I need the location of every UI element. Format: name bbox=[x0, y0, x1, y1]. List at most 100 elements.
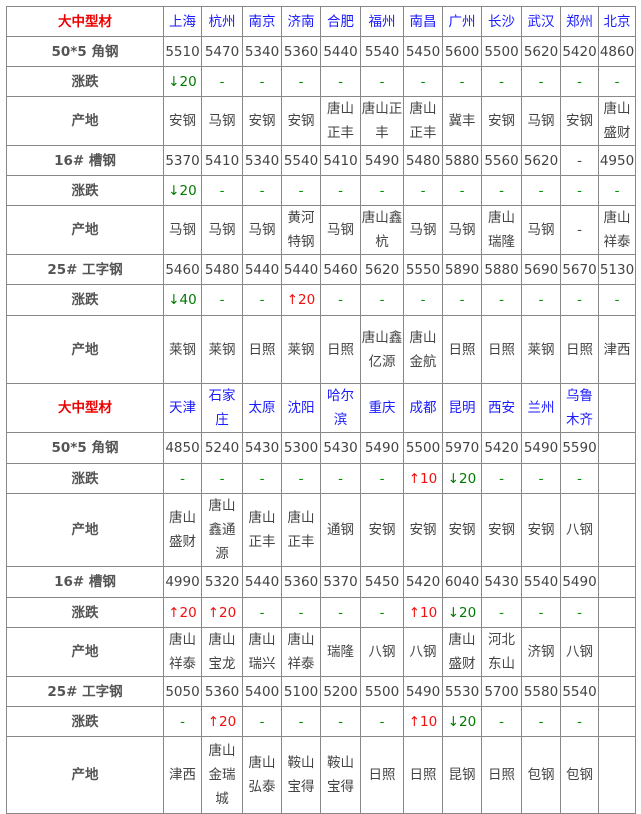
price-cell: 5430 bbox=[242, 432, 282, 464]
price-cell: 5340 bbox=[242, 36, 282, 67]
origin-cell: 济钢 bbox=[521, 627, 561, 677]
city-name: 武汉 bbox=[521, 6, 561, 37]
origin-cell: 唐山盛财 bbox=[598, 96, 636, 146]
price-cell: 4860 bbox=[598, 36, 636, 67]
price-cell: 5340 bbox=[242, 145, 282, 176]
change-cell: - bbox=[481, 66, 522, 97]
origin-label: 产地 bbox=[6, 736, 164, 814]
price-cell: 5360 bbox=[281, 36, 321, 67]
origin-cell: 唐山金瑞城 bbox=[201, 736, 243, 814]
origin-cell: 莱钢 bbox=[201, 315, 243, 384]
origin-row: 产地 安钢 马钢 安钢 安钢 唐山正丰 唐山正丰 唐山正丰 冀丰 安钢 马钢 安钢 唐山盛财 bbox=[6, 96, 636, 146]
section-header-label: 大中型材 bbox=[6, 383, 164, 433]
price-cell: 5530 bbox=[442, 676, 482, 707]
change-cell: - bbox=[201, 463, 243, 494]
change-cell: ↑20 bbox=[163, 597, 202, 628]
change-cell: - bbox=[281, 597, 321, 628]
origin-cell: 安钢 bbox=[442, 493, 482, 567]
price-cell: 5420 bbox=[481, 432, 522, 464]
origin-cell: 日照 bbox=[560, 315, 599, 384]
change-cell: - bbox=[481, 463, 522, 494]
change-cell: - bbox=[242, 66, 282, 97]
change-label: 涨跌 bbox=[6, 284, 164, 316]
price-row: 50*5 角钢 4850 5240 5430 5300 5430 5490 5500 5970 5… bbox=[6, 432, 636, 464]
change-cell: - bbox=[281, 706, 321, 737]
origin-cell: 马钢 bbox=[163, 205, 202, 255]
change-cell: - bbox=[242, 175, 282, 206]
city-name: 杭州 bbox=[201, 6, 243, 37]
change-cell: ↓20 bbox=[442, 706, 482, 737]
price-cell: 4950 bbox=[598, 145, 636, 176]
origin-cell: 日照 bbox=[481, 315, 522, 384]
change-cell: - bbox=[403, 175, 443, 206]
product-name: 16# 槽钢 bbox=[6, 145, 164, 176]
change-cell: ↑20 bbox=[201, 706, 243, 737]
price-cell: 5320 bbox=[201, 566, 243, 598]
origin-row: 产地 津西 唐山金瑞城 唐山弘泰 鞍山宝得 鞍山宝得 日照 日照 昆钢 日照 包钢 包钢 bbox=[6, 736, 636, 814]
origin-cell: 马钢 bbox=[201, 205, 243, 255]
origin-cell: 唐山正丰 bbox=[242, 493, 282, 567]
change-cell: - bbox=[281, 463, 321, 494]
change-cell: - bbox=[598, 66, 636, 97]
city-name: 兰州 bbox=[521, 383, 561, 433]
change-cell: ↑20 bbox=[281, 284, 321, 316]
origin-cell: 莱钢 bbox=[281, 315, 321, 384]
price-cell: 5130 bbox=[598, 254, 636, 285]
origin-cell bbox=[598, 736, 636, 814]
origin-cell: 唐山正丰 bbox=[281, 493, 321, 567]
price-cell: 5600 bbox=[442, 36, 482, 67]
change-cell: - bbox=[242, 597, 282, 628]
change-cell: - bbox=[442, 284, 482, 316]
product-name: 50*5 角钢 bbox=[6, 36, 164, 67]
change-cell: - bbox=[403, 66, 443, 97]
price-cell: 5450 bbox=[403, 36, 443, 67]
origin-label: 产地 bbox=[6, 205, 164, 255]
change-cell: - bbox=[442, 175, 482, 206]
origin-cell: 唐山金航 bbox=[403, 315, 443, 384]
change-row: 涨跌 - - - - - - ↑10 ↓20- - - bbox=[6, 463, 636, 494]
price-cell: 5590 bbox=[560, 432, 599, 464]
price-cell: 5420 bbox=[560, 36, 599, 67]
price-cell: 5440 bbox=[320, 36, 361, 67]
price-row: 16# 槽钢 4990 5320 5440 5360 5370 5450 5420 6040 54… bbox=[6, 566, 636, 598]
price-cell: 5550 bbox=[403, 254, 443, 285]
city-name: 昆明 bbox=[442, 383, 482, 433]
change-cell: - bbox=[360, 284, 404, 316]
city-name: 西安 bbox=[481, 383, 522, 433]
change-cell: ↓20 bbox=[163, 66, 202, 97]
price-cell: 5560 bbox=[481, 145, 522, 176]
price-cell: - bbox=[560, 145, 599, 176]
origin-cell: 唐山盛财 bbox=[442, 627, 482, 677]
price-row: 25# 工字钢 5460 5480 5440 5440 5460 5620 5550 5890 5… bbox=[6, 254, 636, 285]
origin-cell: 唐山盛财 bbox=[163, 493, 202, 567]
origin-cell bbox=[598, 627, 636, 677]
product-name: 25# 工字钢 bbox=[6, 676, 164, 707]
price-cell: 5580 bbox=[521, 676, 561, 707]
price-cell: 5620 bbox=[521, 36, 561, 67]
origin-cell: 安钢 bbox=[481, 493, 522, 567]
change-cell: - bbox=[481, 597, 522, 628]
price-cell: 5620 bbox=[360, 254, 404, 285]
city-name: 广州 bbox=[442, 6, 482, 37]
change-cell: - bbox=[320, 284, 361, 316]
price-cell: 5490 bbox=[360, 432, 404, 464]
change-cell: - bbox=[320, 706, 361, 737]
price-cell: 5460 bbox=[320, 254, 361, 285]
price-cell: 5490 bbox=[521, 432, 561, 464]
change-row: 涨跌 ↑20 ↑20- - - - ↑10 ↓20- - - bbox=[6, 597, 636, 628]
origin-cell: 安钢 bbox=[560, 96, 599, 146]
change-cell: - bbox=[442, 66, 482, 97]
price-cell: 5300 bbox=[281, 432, 321, 464]
origin-cell: 唐山鑫通源 bbox=[201, 493, 243, 567]
change-cell: ↑10 bbox=[403, 463, 443, 494]
city-name: 郑州 bbox=[560, 6, 599, 37]
change-cell: - bbox=[560, 597, 599, 628]
origin-cell: 日照 bbox=[360, 736, 404, 814]
price-cell: 5490 bbox=[560, 566, 599, 598]
origin-cell: 唐山祥泰 bbox=[598, 205, 636, 255]
city-name: 哈尔滨 bbox=[320, 383, 361, 433]
origin-cell: 瑞隆 bbox=[320, 627, 361, 677]
change-label: 涨跌 bbox=[6, 175, 164, 206]
change-cell bbox=[598, 597, 636, 628]
price-cell: 5430 bbox=[320, 432, 361, 464]
